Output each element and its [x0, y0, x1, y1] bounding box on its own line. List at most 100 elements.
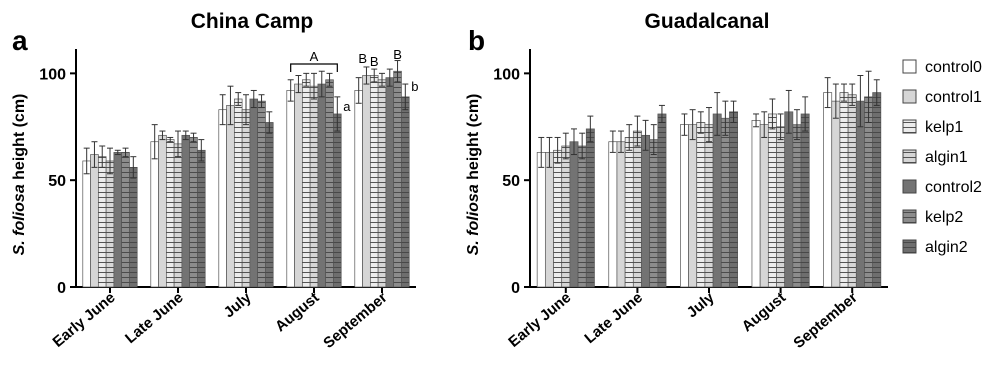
bar	[181, 134, 191, 288]
legend-label: control0	[925, 59, 982, 76]
x-tick-label: Early June	[50, 289, 119, 351]
significance-letter: B	[393, 47, 402, 62]
bar-hatch	[864, 96, 873, 287]
legend-swatch	[902, 59, 917, 74]
chart-title: Guadalcanal	[645, 10, 770, 33]
bar-hatch	[848, 94, 857, 288]
bar-hatch	[242, 109, 250, 287]
legend-label: algin1	[925, 149, 968, 166]
bar-hatch	[129, 167, 138, 287]
y-tick-label: 50	[48, 173, 66, 190]
bar	[286, 90, 295, 288]
bar-hatch	[333, 113, 342, 287]
bar	[823, 92, 833, 288]
y-axis-label: S. foliosa height (cm)	[465, 94, 482, 256]
bar	[759, 124, 769, 288]
bar	[362, 75, 371, 288]
legend-item: algin1	[902, 149, 968, 166]
panel-label: a	[12, 25, 28, 56]
bar	[82, 160, 91, 288]
y-tick-label: 0	[511, 280, 520, 297]
bar	[608, 141, 618, 288]
bar	[536, 152, 546, 288]
legend-item: algin2	[902, 239, 968, 256]
significance-letter: B	[358, 51, 367, 66]
legend-item: control2	[902, 179, 982, 196]
bar	[385, 77, 395, 288]
bar-hatch	[776, 126, 785, 287]
legend-item: kelp1	[902, 119, 963, 136]
bar-hatch	[625, 137, 634, 287]
bar-hatch	[401, 96, 410, 287]
bar-hatch	[649, 139, 658, 287]
bar-hatch	[370, 75, 379, 287]
legend-label: kelp2	[925, 209, 963, 226]
bar	[113, 152, 123, 288]
bar-hatch	[174, 143, 182, 287]
x-tick-label: September	[320, 289, 390, 352]
bar	[641, 134, 651, 288]
bar-hatch	[98, 156, 107, 287]
bar-hatch	[121, 152, 130, 287]
bar-hatch	[302, 79, 311, 287]
y-tick-label: 0	[57, 280, 66, 297]
bar-hatch	[729, 111, 738, 288]
bar-hatch	[378, 79, 386, 287]
legend-item: control0	[902, 59, 982, 76]
bar	[712, 113, 722, 288]
chart-title: China Camp	[191, 10, 314, 33]
bar	[90, 154, 99, 288]
bar-hatch	[792, 124, 802, 288]
bar	[855, 100, 865, 288]
bar-hatch	[325, 79, 334, 287]
bar	[150, 141, 159, 288]
bar-hatch	[721, 118, 730, 288]
bar	[544, 152, 554, 288]
bar-hatch	[696, 122, 705, 287]
bar-hatch	[310, 86, 318, 287]
bar	[158, 134, 167, 288]
legend-swatch-hatch	[903, 150, 916, 163]
bar	[680, 124, 689, 288]
bar	[616, 141, 626, 288]
legend-label: control2	[925, 179, 982, 196]
y-axis-label: S. foliosa height (cm)	[11, 94, 28, 256]
bar-hatch	[166, 139, 175, 287]
y-tick-label: 50	[502, 173, 520, 190]
bar-hatch	[704, 124, 714, 288]
x-tick-label: Late June	[122, 289, 187, 347]
bar-hatch	[189, 137, 198, 287]
bar	[354, 90, 363, 288]
legend-label: algin2	[925, 239, 968, 256]
significance-letter: b	[411, 79, 418, 94]
bar	[317, 83, 327, 288]
bar-hatch	[234, 99, 243, 287]
x-tick-label: August	[272, 289, 323, 335]
bar	[751, 120, 761, 288]
significance-letter: B	[370, 54, 379, 69]
legend-swatch-hatch	[903, 120, 916, 133]
bar-hatch	[839, 92, 849, 287]
bar-hatch	[106, 160, 114, 287]
bar	[226, 105, 235, 288]
legend-item: control1	[902, 89, 982, 106]
bar-hatch	[197, 150, 206, 287]
x-tick-label: September	[790, 289, 860, 352]
y-tick-label: 100	[493, 66, 520, 83]
legend-swatch-hatch	[903, 240, 916, 253]
bar	[249, 98, 259, 288]
x-tick-label: Late June	[581, 289, 646, 347]
chart-panel-a: a China Camp S. foliosa height (cm) 0 50 100 E…	[11, 10, 418, 352]
x-tick-label: August	[739, 289, 790, 335]
bar-hatch	[657, 113, 667, 287]
legend-label: kelp1	[925, 119, 963, 136]
y-tick-label: 100	[39, 66, 66, 83]
bar	[218, 109, 227, 288]
legend-swatch-hatch	[903, 210, 916, 223]
x-tick-label: Early June	[505, 289, 574, 351]
bar-hatch	[872, 92, 881, 287]
bar-hatch	[633, 131, 642, 287]
bar-hatch	[561, 146, 570, 287]
bar-hatch	[578, 146, 587, 287]
